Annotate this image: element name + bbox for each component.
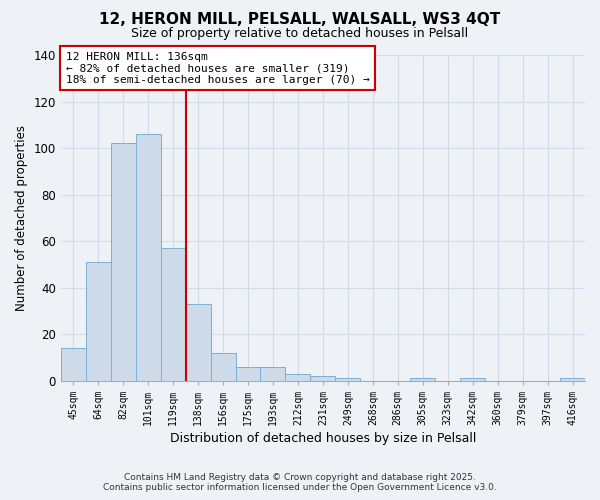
Y-axis label: Number of detached properties: Number of detached properties [15,125,28,311]
Bar [61,348,86,381]
Bar [136,134,161,381]
Bar [211,353,236,381]
Bar [86,262,111,381]
Bar [260,367,286,381]
X-axis label: Distribution of detached houses by size in Pelsall: Distribution of detached houses by size … [170,432,476,445]
Bar [560,378,585,381]
Bar [286,374,310,381]
Text: Contains HM Land Registry data © Crown copyright and database right 2025.
Contai: Contains HM Land Registry data © Crown c… [103,473,497,492]
Bar [236,367,260,381]
Bar [185,304,211,381]
Bar [335,378,361,381]
Bar [310,376,335,381]
Bar [410,378,435,381]
Text: 12, HERON MILL, PELSALL, WALSALL, WS3 4QT: 12, HERON MILL, PELSALL, WALSALL, WS3 4Q… [100,12,500,28]
Bar [460,378,485,381]
Bar [111,144,136,381]
Text: 12 HERON MILL: 136sqm
← 82% of detached houses are smaller (319)
18% of semi-det: 12 HERON MILL: 136sqm ← 82% of detached … [66,52,370,85]
Bar [161,248,185,381]
Text: Size of property relative to detached houses in Pelsall: Size of property relative to detached ho… [131,28,469,40]
